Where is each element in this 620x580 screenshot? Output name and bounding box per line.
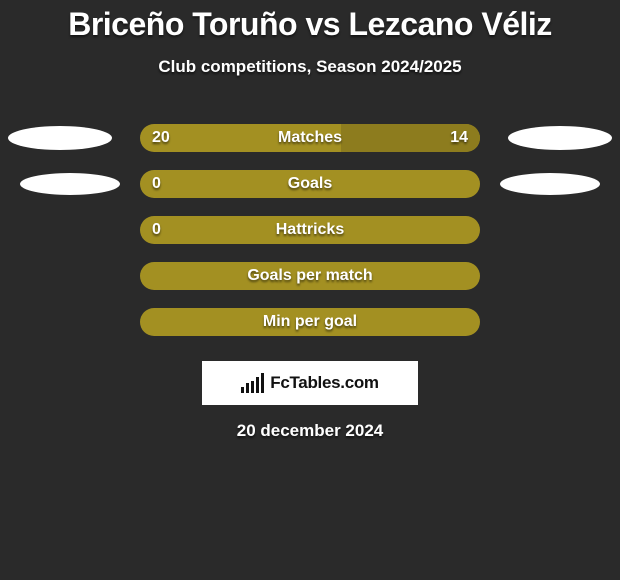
bar-icon-bar — [251, 381, 254, 393]
stat-value-left: 0 — [152, 221, 161, 239]
stat-value-left: 20 — [152, 129, 170, 147]
date-line: 20 december 2024 — [0, 421, 620, 441]
stat-value-right: 14 — [450, 129, 468, 147]
player-left-marker — [20, 173, 120, 195]
player-left-marker — [8, 126, 112, 150]
stat-pill: Goals per match — [140, 262, 480, 290]
stat-value-left: 0 — [152, 175, 161, 193]
stat-row-goals: 0 Goals — [0, 161, 620, 207]
source-logo-text: FcTables.com — [270, 373, 379, 393]
bar-icon-bar — [241, 387, 244, 393]
stat-pill: Min per goal — [140, 308, 480, 336]
stat-label: Hattricks — [276, 221, 344, 239]
stat-row-hattricks: 0 Hattricks — [0, 207, 620, 253]
player-right-marker — [500, 173, 600, 195]
stat-row-matches: 20 Matches 14 — [0, 115, 620, 161]
stat-label: Min per goal — [263, 313, 357, 331]
stat-label: Goals per match — [247, 267, 372, 285]
stat-pill: 0 Goals — [140, 170, 480, 198]
stat-row-goals-per-match: Goals per match — [0, 253, 620, 299]
stat-pill: 20 Matches 14 — [140, 124, 480, 152]
bar-icon-bar — [256, 377, 259, 393]
stat-row-min-per-goal: Min per goal — [0, 299, 620, 345]
player-right-marker — [508, 126, 612, 150]
bar-icon-bar — [261, 373, 264, 393]
source-logo-plate: FcTables.com — [202, 361, 418, 405]
stat-label: Goals — [288, 175, 332, 193]
stats-comparison-card: Briceño Toruño vs Lezcano Véliz Club com… — [0, 0, 620, 580]
stat-rows: 20 Matches 14 0 Goals 0 Hattricks — [0, 115, 620, 345]
stat-pill: 0 Hattricks — [140, 216, 480, 244]
stat-label: Matches — [278, 129, 342, 147]
bar-chart-icon — [241, 373, 264, 393]
subtitle: Club competitions, Season 2024/2025 — [0, 57, 620, 77]
page-title: Briceño Toruño vs Lezcano Véliz — [0, 0, 620, 43]
bar-icon-bar — [246, 383, 249, 393]
